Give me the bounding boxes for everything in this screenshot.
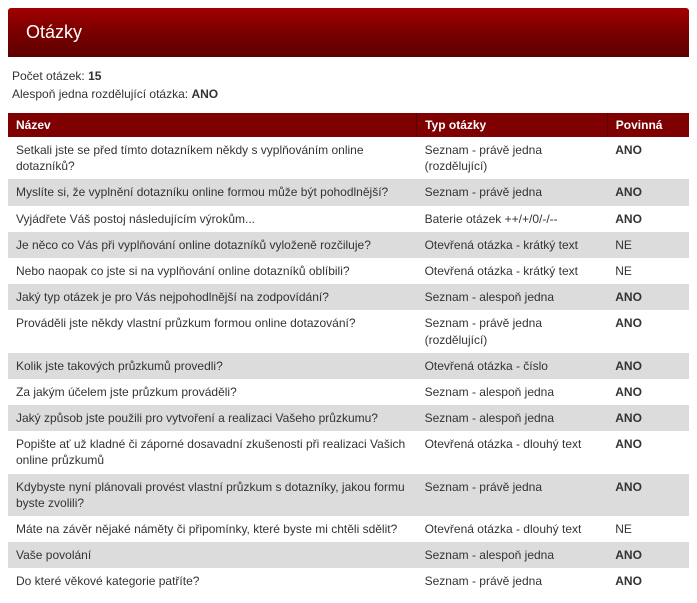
cell-required: NE [607,232,689,258]
col-header-required: Povinná [607,113,689,137]
cell-name: Setkali jste se před tímto dotazníkem ně… [8,137,417,179]
table-row: Myslíte si, že vyplnění dotazníku online… [8,179,689,205]
cell-required: ANO [607,568,689,594]
cell-type: Seznam - právě jedna [417,474,608,516]
table-row: Máte na závěr nějaké náměty či připomínk… [8,516,689,542]
cell-type: Otevřená otázka - krátký text [417,232,608,258]
meta-divider-label: Alespoň jedna rozdělující otázka: [12,87,188,101]
cell-name: Nebo naopak co jste si na vyplňování onl… [8,258,417,284]
cell-required: ANO [607,179,689,205]
meta-count-label: Počet otázek: [12,69,85,83]
meta-divider-value: ANO [191,87,218,101]
meta-count: Počet otázek: 15 [12,67,685,85]
cell-type: Seznam - právě jedna (rozdělující) [417,310,608,352]
questions-table: Název Typ otázky Povinná Setkali jste se… [8,113,689,595]
table-row: Jaký způsob jste použili pro vytvoření a… [8,405,689,431]
cell-type: Seznam - alespoň jedna [417,405,608,431]
table-row: Jaký typ otázek je pro Vás nejpohodlnějš… [8,284,689,310]
cell-name: Vyjádřete Váš postoj následujícím výroků… [8,206,417,232]
table-row: Popište ať už kladné či záporné dosavadn… [8,431,689,473]
table-row: Je něco co Vás při vyplňování online dot… [8,232,689,258]
cell-type: Baterie otázek ++/+/0/-/-- [417,206,608,232]
cell-required: NE [607,258,689,284]
cell-type: Otevřená otázka - krátký text [417,258,608,284]
cell-required: ANO [607,353,689,379]
cell-required: ANO [607,310,689,352]
panel-title: Otázky [8,8,689,57]
meta-count-value: 15 [88,69,101,83]
cell-name: Popište ať už kladné či záporné dosavadn… [8,431,417,473]
cell-type: Otevřená otázka - číslo [417,353,608,379]
questions-panel: Otázky Počet otázek: 15 Alespoň jedna ro… [8,8,689,595]
cell-type: Seznam - alespoň jedna [417,542,608,568]
table-row: Za jakým účelem jste průzkum prováděli?S… [8,379,689,405]
col-header-name: Název [8,113,417,137]
cell-required: ANO [607,284,689,310]
cell-required: NE [607,516,689,542]
table-row: Kdybyste nyní plánovali provést vlastní … [8,474,689,516]
cell-name: Je něco co Vás při vyplňování online dot… [8,232,417,258]
cell-required: ANO [607,431,689,473]
cell-type: Seznam - právě jedna [417,179,608,205]
cell-name: Prováděli jste někdy vlastní průzkum for… [8,310,417,352]
cell-type: Otevřená otázka - dlouhý text [417,516,608,542]
table-row: Vyjádřete Váš postoj následujícím výroků… [8,206,689,232]
cell-type: Seznam - alespoň jedna [417,284,608,310]
table-row: Kolik jste takových průzkumů provedli?Ot… [8,353,689,379]
cell-name: Kdybyste nyní plánovali provést vlastní … [8,474,417,516]
cell-required: ANO [607,474,689,516]
cell-required: ANO [607,405,689,431]
cell-name: Jaký způsob jste použili pro vytvoření a… [8,405,417,431]
table-row: Nebo naopak co jste si na vyplňování onl… [8,258,689,284]
cell-name: Jaký typ otázek je pro Vás nejpohodlnějš… [8,284,417,310]
table-row: Prováděli jste někdy vlastní průzkum for… [8,310,689,352]
cell-name: Myslíte si, že vyplnění dotazníku online… [8,179,417,205]
cell-type: Seznam - právě jedna [417,568,608,594]
table-body: Setkali jste se před tímto dotazníkem ně… [8,137,689,595]
cell-type: Seznam - alespoň jedna [417,379,608,405]
cell-name: Do které věkové kategorie patříte? [8,568,417,594]
table-row: Setkali jste se před tímto dotazníkem ně… [8,137,689,179]
cell-type: Seznam - právě jedna (rozdělující) [417,137,608,179]
cell-name: Za jakým účelem jste průzkum prováděli? [8,379,417,405]
cell-name: Kolik jste takových průzkumů provedli? [8,353,417,379]
cell-name: Máte na závěr nějaké náměty či připomínk… [8,516,417,542]
table-row: Vaše povoláníSeznam - alespoň jednaANO [8,542,689,568]
cell-required: ANO [607,379,689,405]
table-row: Do které věkové kategorie patříte?Seznam… [8,568,689,594]
cell-required: ANO [607,542,689,568]
meta-divider: Alespoň jedna rozdělující otázka: ANO [12,85,685,103]
cell-required: ANO [607,137,689,179]
cell-type: Otevřená otázka - dlouhý text [417,431,608,473]
table-header-row: Název Typ otázky Povinná [8,113,689,137]
cell-required: ANO [607,206,689,232]
col-header-type: Typ otázky [417,113,608,137]
cell-name: Vaše povolání [8,542,417,568]
meta-block: Počet otázek: 15 Alespoň jedna rozdělují… [8,57,689,113]
